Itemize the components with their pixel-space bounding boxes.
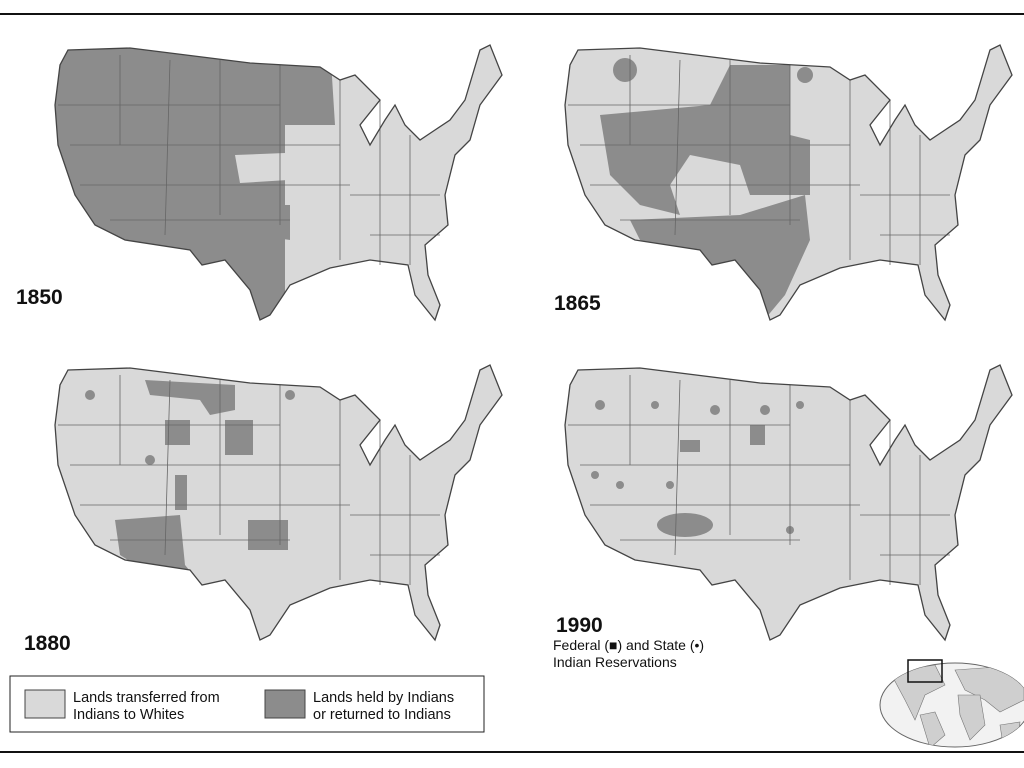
year-label: 1880	[24, 632, 71, 655]
legend-label: Indians to Whites	[73, 707, 184, 723]
year-label: 1990	[556, 614, 603, 637]
legend-label: or returned to Indians	[313, 707, 451, 723]
year-label: 1850	[16, 286, 63, 309]
legend-swatch	[264, 689, 306, 719]
world-inset	[879, 659, 1024, 748]
map-1880	[54, 364, 503, 641]
caption: Federal (■) and State (•)	[553, 637, 704, 653]
map-1850	[54, 44, 503, 321]
legend-label: Lands held by Indians	[313, 690, 454, 706]
legend-swatch	[24, 689, 66, 719]
legend-label: Lands transferred from	[73, 690, 220, 706]
map-1865	[564, 44, 1013, 321]
caption: Indian Reservations	[553, 654, 677, 670]
legend: Lands transferred from Indians to Whites…	[9, 675, 485, 733]
year-label: 1865	[554, 292, 601, 315]
map-1990	[564, 364, 1013, 641]
